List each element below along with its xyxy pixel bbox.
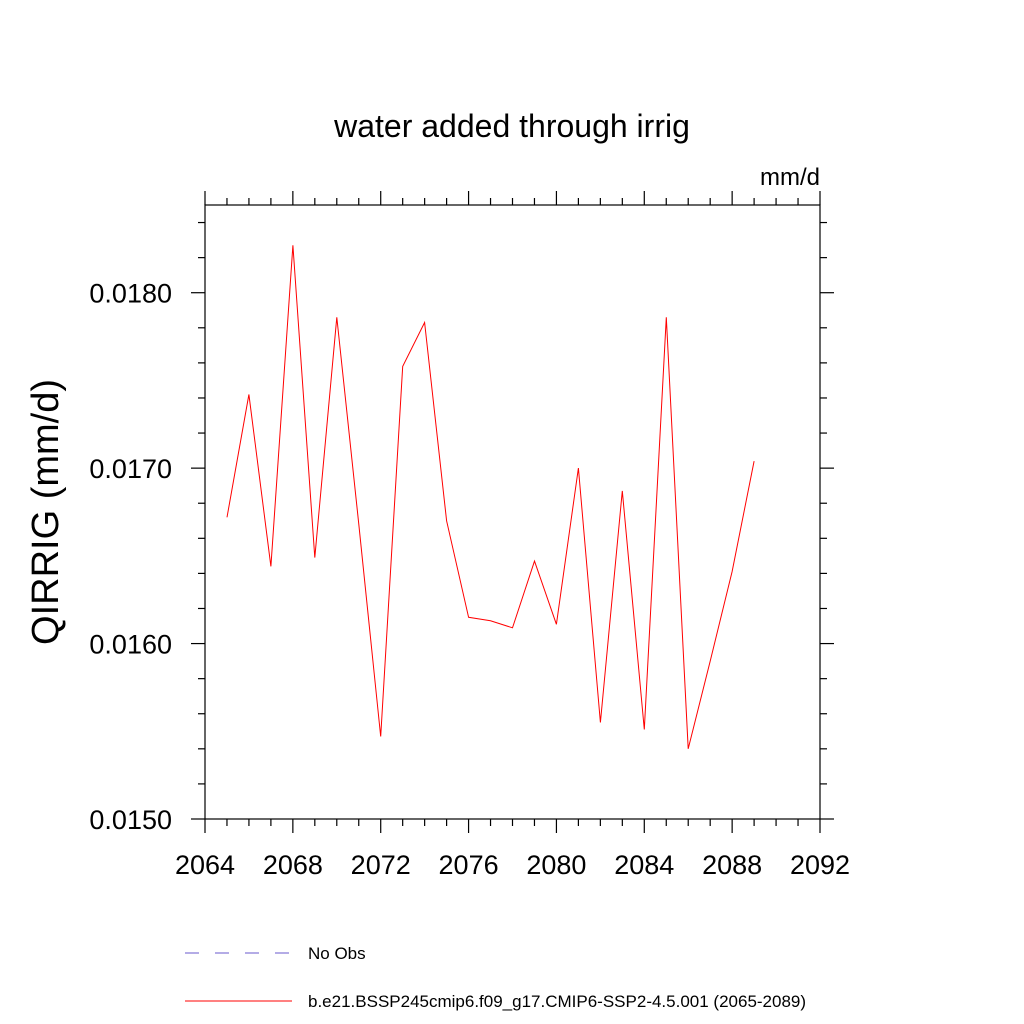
data-point [423, 321, 426, 324]
series-line [226, 245, 755, 749]
data-point [225, 516, 228, 519]
data-point [335, 316, 338, 319]
y-tick-label: 0.0170 [89, 454, 172, 484]
data-point [621, 489, 624, 492]
legend-label-no-obs: No Obs [308, 944, 366, 963]
y-tick-label: 0.0160 [89, 630, 172, 660]
y-axis-title: QIRRIG (mm/d) [25, 379, 67, 645]
x-tick-label: 2088 [702, 850, 762, 880]
x-tick-label: 2064 [175, 850, 235, 880]
data-point [467, 616, 470, 619]
x-tick-label: 2072 [351, 850, 411, 880]
y-tick-label: 0.0150 [89, 805, 172, 835]
data-point [313, 556, 316, 559]
data-point [731, 570, 734, 573]
x-tick-label: 2080 [526, 850, 586, 880]
data-point [709, 660, 712, 663]
x-tick-label: 2068 [263, 850, 323, 880]
data-point [511, 626, 514, 629]
data-point [555, 623, 558, 626]
x-tick-label: 2084 [614, 850, 674, 880]
data-point [379, 735, 382, 738]
units-label: mm/d [760, 164, 820, 191]
data-point [445, 519, 448, 522]
data-point [357, 523, 360, 526]
x-tick-label: 2076 [439, 850, 499, 880]
axis-ticks [191, 191, 834, 833]
legend-label-series: b.e21.BSSP245cmip6.f09_g17.CMIP6-SSP2-4.… [308, 992, 806, 1011]
data-point [643, 728, 646, 731]
x-tick-label: 2092 [790, 850, 850, 880]
series-layer [225, 244, 756, 750]
data-point [401, 365, 404, 368]
data-point [489, 619, 492, 622]
data-point [665, 316, 668, 319]
data-point [577, 467, 580, 470]
data-point [687, 747, 690, 750]
data-point [247, 393, 250, 396]
y-tick-label: 0.0180 [89, 279, 172, 309]
data-point [269, 565, 272, 568]
chart-title: water added through irrig [333, 108, 690, 144]
data-point [291, 244, 294, 247]
axis-tick-labels: 2064 2068 2072 2076 2080 2084 2088 2092 0.0150 0.… [89, 279, 850, 880]
data-point [599, 721, 602, 724]
data-point [753, 460, 756, 463]
legend: No Obs b.e21.BSSP245cmip6.f09_g17.CMIP6-… [185, 944, 806, 1011]
plot-frame [204, 204, 821, 820]
data-point [533, 560, 536, 563]
